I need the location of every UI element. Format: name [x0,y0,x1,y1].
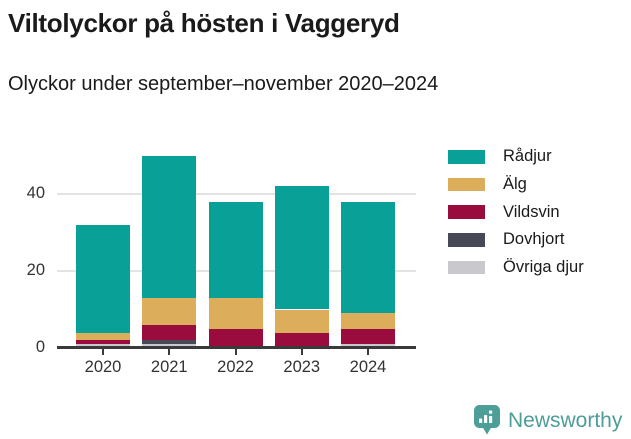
y-axis-label-20: 20 [26,261,45,279]
x-axis-label-2022: 2022 [217,358,254,376]
bar-segment-2020-Älg [76,332,130,341]
y-axis-label-40: 40 [26,184,45,202]
bar-segment-2022-Vildsvin [208,328,263,348]
bar-segment-2024-Vildsvin [341,328,395,345]
legend-label: Älg [503,175,527,194]
bar-segment-2020-Vildsvin [76,340,130,345]
legend-swatch [448,177,485,192]
bar-segment-2021-Älg [142,297,197,325]
x-axis-label-2023: 2023 [283,358,321,376]
legend-item-Vildsvin: Vildsvin [448,198,584,226]
bar-segment-2021-Vildsvin [142,324,197,341]
legend: Rådjur Älg Vildsvin Dovhjort Övriga djur [448,143,584,281]
legend-swatch [448,150,485,164]
legend-swatch [448,233,485,247]
legend-label: Övriga djur [503,258,584,277]
legend-item-Älg: Älg [448,171,584,199]
x-axis-tick-2022 [234,348,237,355]
gridline-40 [57,193,416,195]
legend-label: Rådjur [503,147,552,166]
x-axis-tick-2024 [367,348,369,355]
bar-segment-2022-Rådjur [208,201,263,298]
x-axis-line [57,346,416,349]
legend-swatch [448,260,485,275]
x-axis-label-2021: 2021 [150,358,188,376]
bar-segment-2023-Vildsvin [274,332,329,348]
legend-item-Övriga djur: Övriga djur [448,254,584,282]
x-axis-label-2020: 2020 [84,358,122,376]
x-axis-tick-2021 [168,348,171,355]
bar-segment-2021-Rådjur [142,155,197,298]
bar-segment-2024-Rådjur [341,201,395,314]
legend-item-Rådjur: Rådjur [448,143,584,171]
bar-segment-2021-Dovhjort [142,340,197,345]
bar-segment-2024-Älg [341,313,395,329]
newsworthy-logo-icon [474,405,500,435]
bar-segment-2023-Älg [274,309,329,333]
brand-footer: Newsworthy [474,405,622,437]
brand-name: Newsworthy [508,409,623,432]
legend-label: Dovhjort [503,230,565,249]
legend-swatch [448,205,485,219]
x-axis-label-2024: 2024 [349,358,387,376]
x-axis-tick-2023 [300,348,303,355]
bar-segment-2022-Älg [208,297,263,329]
x-axis-tick-2020 [102,348,104,355]
bar-segment-2023-Rådjur [274,186,329,310]
chart-title: Viltolyckor på hösten i Vaggeryd [8,8,400,38]
y-axis-label-0: 0 [35,338,45,356]
bar-segment-2020-Rådjur [76,224,130,333]
legend-item-Dovhjort: Dovhjort [448,226,584,254]
legend-label: Vildsvin [503,202,560,221]
chart-subtitle: Olyckor under september–november 2020–20… [8,73,439,95]
